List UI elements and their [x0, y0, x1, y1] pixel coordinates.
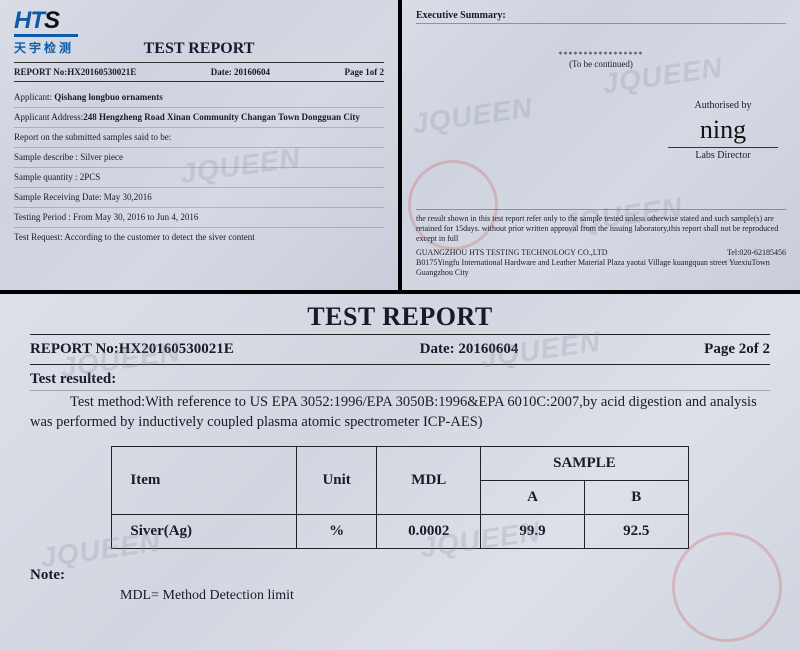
- report-no: REPORT No:HX20160530021E: [14, 67, 136, 77]
- report-date: Date: 20160604: [420, 341, 519, 358]
- page-indicator: Page 2of 2: [704, 341, 770, 358]
- field-address: Applicant Address:248 Hengzheng Road Xin…: [14, 108, 384, 128]
- field-text: Report on the submitted samples said to …: [14, 132, 171, 142]
- report-no-label: REPORT No:: [14, 67, 67, 77]
- logo-bar: [14, 34, 78, 37]
- field-applicant: Applicant: Qishang longbuo ornaments: [14, 88, 384, 108]
- logo-text: HT: [14, 7, 44, 34]
- results-table: Item Unit MDL SAMPLE A B Siver(Ag) % 0.0…: [111, 446, 688, 549]
- th-mdl: MDL: [377, 447, 481, 515]
- company-tel: Tel:020-62185456: [727, 248, 786, 258]
- company-block: GUANGZHOU HTS TESTING TECHNOLOGY CO.,LTD…: [416, 248, 786, 278]
- signature: ning: [668, 115, 778, 145]
- authorised-block: Authorised by ning Labs Director: [668, 100, 778, 161]
- field-value: May 30,2016: [104, 192, 152, 202]
- stamp-icon: [672, 532, 782, 642]
- tbc-text: (To be continued): [416, 59, 786, 69]
- page1-header-row: REPORT No:HX20160530021E Date: 20160604 …: [14, 62, 384, 82]
- cell-b: 92.5: [584, 515, 688, 549]
- cell-unit: %: [296, 515, 377, 549]
- page2-title: TEST REPORT: [30, 302, 770, 332]
- field-value: Silver piece: [80, 152, 123, 162]
- field-value: 248 Hengzheng Road Xinan Community Chang…: [83, 112, 360, 122]
- th-a: A: [481, 481, 585, 515]
- page-indicator: Page 1of 2: [344, 67, 384, 77]
- page1-fields: Applicant: Qishang longbuo ornaments App…: [14, 88, 384, 247]
- field-receiving-date: Sample Receiving Date: May 30,2016: [14, 188, 384, 208]
- field-label: Sample describe :: [14, 153, 78, 162]
- date-label: Date:: [211, 67, 234, 77]
- authorised-label: Authorised by: [668, 100, 778, 111]
- field-value: From May 30, 2016 to Jun 4, 2016: [73, 212, 198, 222]
- page2-header-row: REPORT No:HX20160530021E Date: 20160604 …: [30, 334, 770, 365]
- note-label: Note:: [30, 567, 770, 584]
- field-sample-qty: Sample quantity : 2PCS: [14, 168, 384, 188]
- signature-line: [668, 147, 778, 148]
- table-row: Siver(Ag) % 0.0002 99.9 92.5: [112, 515, 688, 549]
- table-row: Item Unit MDL SAMPLE: [112, 447, 688, 481]
- logo-mark: HTS 天宇检测: [14, 10, 84, 56]
- th-b: B: [584, 481, 688, 515]
- disclaimer-text: the result shown in this test report ref…: [416, 214, 786, 244]
- field-report-on: Report on the submitted samples said to …: [14, 128, 384, 148]
- logo-text-s: S: [44, 7, 59, 34]
- watermark: JQUEEN: [410, 92, 534, 141]
- field-testing-period: Testing Period : From May 30, 2016 to Ju…: [14, 208, 384, 228]
- th-sample: SAMPLE: [481, 447, 688, 481]
- date-label: Date:: [420, 341, 459, 357]
- date-value: 20160604: [458, 341, 518, 357]
- company-name: GUANGZHOU HTS TESTING TECHNOLOGY CO.,LTD: [416, 248, 608, 258]
- page1-panel: JQUEEN HTS 天宇检测 TEST REPORT REPORT No:HX…: [0, 0, 398, 290]
- report-no-label: REPORT No:: [30, 341, 119, 357]
- report-no-value: HX20160530021E: [119, 341, 234, 357]
- test-method-text: Test method:With reference to US EPA 305…: [30, 393, 770, 432]
- document-grid: JQUEEN HTS 天宇检测 TEST REPORT REPORT No:HX…: [0, 0, 800, 650]
- field-label: Applicant:: [14, 93, 52, 102]
- date-value: 20160604: [234, 67, 270, 77]
- cell-mdl: 0.0002: [377, 515, 481, 549]
- company-addr: B0175Yingfu International Hardware and L…: [416, 258, 786, 278]
- th-item: Item: [112, 447, 296, 515]
- report-date: Date: 20160604: [211, 67, 270, 77]
- stars: *****************: [416, 50, 786, 59]
- field-test-request: Test Request: According to the customer …: [14, 228, 384, 247]
- test-resulted-label: Test resulted:: [30, 371, 770, 391]
- report-no-value: HX20160530021E: [67, 67, 136, 77]
- disclaimer-block: the result shown in this test report ref…: [416, 209, 786, 278]
- logo-cn: 天宇检测: [14, 39, 84, 56]
- cell-a: 99.9: [481, 515, 585, 549]
- cell-item: Siver(Ag): [112, 515, 296, 549]
- field-label: Testing Period :: [14, 213, 71, 222]
- field-text: Test Request: According to the customer …: [14, 232, 255, 242]
- field-value: Qishang longbuo ornaments: [54, 92, 163, 102]
- field-label: Sample quantity :: [14, 173, 78, 182]
- page1b-panel: JQUEEN JQUEEN JQUEEN Executive Summary: …: [402, 0, 800, 290]
- field-label: Sample Receiving Date:: [14, 193, 101, 202]
- exec-summary-label: Executive Summary:: [416, 10, 786, 24]
- page2-panel: JQUEEN JQUEEN JQUEEN JQUEEN TEST REPORT …: [0, 294, 800, 650]
- th-unit: Unit: [296, 447, 377, 515]
- field-label: Applicant Address:: [14, 113, 83, 122]
- field-sample-describe: Sample describe : Silver piece: [14, 148, 384, 168]
- report-no: REPORT No:HX20160530021E: [30, 341, 234, 358]
- to-be-continued: ***************** (To be continued): [416, 50, 786, 69]
- field-value: 2PCS: [80, 172, 101, 182]
- role-label: Labs Director: [668, 150, 778, 161]
- logo-hts: HTS: [14, 10, 84, 32]
